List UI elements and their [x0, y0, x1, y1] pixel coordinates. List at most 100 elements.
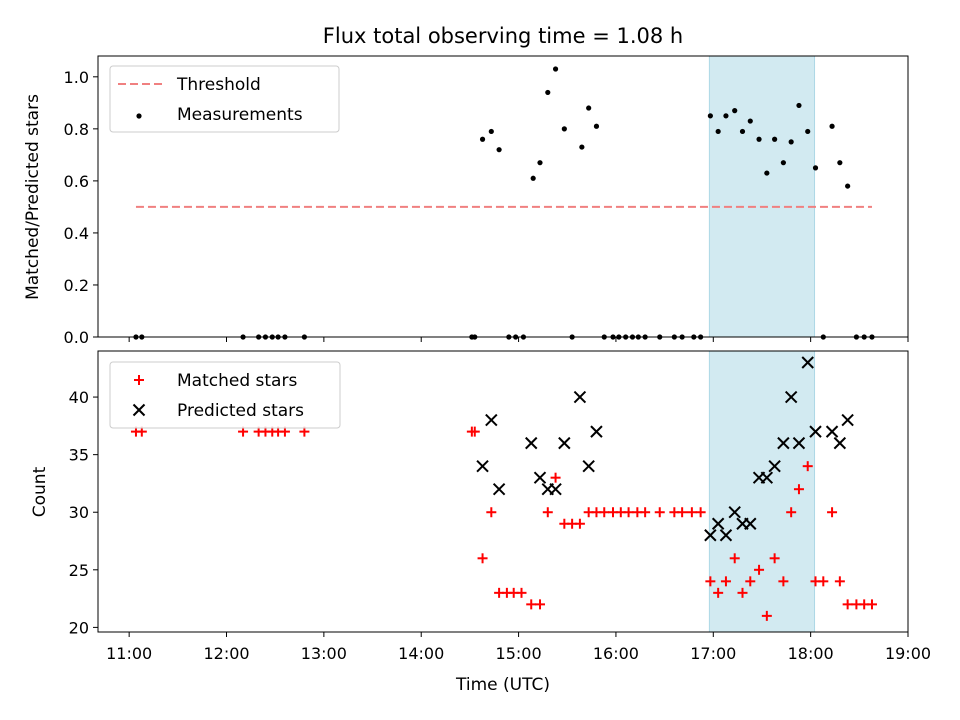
legend-measurements-label: Measurements: [177, 105, 303, 125]
x-tick-label: 19:00: [885, 644, 931, 663]
measurement-point: [739, 128, 746, 135]
matched-star-point: [834, 576, 845, 587]
predicted-star-point: [582, 459, 595, 473]
predicted-star-point: [841, 413, 854, 427]
matched-star-point: [477, 553, 488, 564]
bottom-legend: Matched stars Predicted stars: [109, 361, 341, 429]
chart-title: Flux total observing time = 1.08 h: [323, 24, 683, 48]
measurement-point: [586, 105, 592, 111]
measurement-point: [496, 147, 502, 153]
matched-star-point: [534, 599, 545, 610]
legend-threshold-label: Threshold: [176, 75, 261, 95]
measurement-point: [479, 136, 486, 142]
measurement-point: [723, 113, 729, 119]
measurement-point: [707, 113, 713, 119]
matched-star-point: [818, 576, 829, 587]
matched-star-point: [640, 507, 651, 518]
measurement-point: [788, 139, 794, 145]
top-y-axis-label: Matched/Predicted stars: [23, 94, 43, 300]
measurement-point: [780, 160, 786, 166]
legend-matched-swatch: [134, 375, 144, 385]
matched-star-point: [720, 576, 731, 587]
predicted-star-point: [573, 390, 587, 404]
predicted-star-point: [833, 436, 847, 450]
matched-star-point: [793, 484, 804, 495]
matched-star-point: [769, 553, 780, 564]
top-y-tick-label: 0.4: [64, 224, 89, 243]
predicted-star-point: [711, 517, 725, 530]
measurement-point: [756, 136, 762, 142]
measurement-point: [764, 170, 770, 176]
measurement-point: [829, 123, 835, 129]
predicted-star-point: [760, 471, 774, 484]
top-y-tick-label: 1.0: [64, 68, 89, 87]
measurement-point: [561, 126, 567, 132]
matched-star-point: [677, 507, 688, 518]
bottom-plot-frame: [97, 350, 909, 633]
measurement-point: [537, 160, 543, 166]
matched-star-point: [705, 576, 716, 587]
matched-star-point: [866, 599, 877, 610]
predicted-star-point: [525, 436, 538, 450]
bottom-y-tick-label: 30: [69, 503, 89, 522]
measurement-point: [747, 118, 753, 124]
measurement-point: [488, 128, 494, 135]
measurement-point: [837, 160, 843, 166]
predicted-star-point: [485, 413, 498, 427]
top-y-tick-label: 0.8: [64, 120, 89, 139]
predicted-star-point: [590, 425, 603, 438]
x-tick-label: 15:00: [496, 644, 542, 663]
x-tick-label: 16:00: [593, 644, 639, 663]
predicted-star-point: [719, 529, 733, 542]
legend-predicted-label: Predicted stars: [177, 401, 304, 421]
predicted-star-point: [777, 436, 790, 450]
measurement-point: [812, 165, 819, 171]
predicted-star-point: [476, 459, 489, 473]
measurement-point: [805, 128, 811, 135]
predicted-star-point: [728, 506, 741, 519]
measurement-point: [772, 136, 778, 142]
matched-star-point: [686, 507, 697, 518]
legend-predicted-marker: [132, 403, 146, 417]
matched-star-point: [469, 426, 480, 437]
matched-star-point: [654, 507, 665, 518]
bottom-y-tick-label: 35: [69, 446, 89, 465]
predicted-star-point: [768, 459, 781, 473]
matched-star-point: [623, 507, 634, 518]
predicted-star-point: [558, 436, 571, 450]
matched-star-point: [842, 599, 853, 610]
predicted-star-point: [801, 356, 814, 369]
measurement-point: [545, 89, 551, 96]
top-highlight-band: [708, 55, 816, 338]
predicted-star-point: [704, 529, 717, 542]
measurement-point: [552, 66, 559, 72]
predicted-star-point: [549, 482, 562, 496]
predicted-star-point: [744, 517, 757, 530]
predicted-star-point: [825, 425, 839, 438]
top-y-tick-label: 0.6: [64, 172, 89, 191]
matched-star-point: [737, 587, 748, 598]
legend-measurements-swatch: [136, 113, 142, 119]
flux-ratio-panel: 0.0 0.2 0.4 0.6 0.8 1.0 Matched/Predicted sta…: [23, 55, 909, 347]
matched-star-point: [542, 507, 553, 518]
legend-matched-label: Matched stars: [177, 371, 297, 391]
matched-star-point: [695, 507, 706, 518]
matched-star-point: [516, 587, 527, 598]
matched-star-point: [599, 507, 610, 518]
measurement-point: [530, 175, 536, 181]
measurement-point: [796, 102, 802, 109]
bottom-y-tick-label: 20: [69, 618, 89, 637]
measurement-point: [732, 108, 738, 114]
matched-star-point: [802, 461, 813, 472]
measurement-point: [579, 144, 585, 150]
bottom-y-tick-label: 25: [69, 561, 89, 580]
legend-predicted-swatch: [132, 403, 146, 417]
matched-star-point: [778, 576, 789, 587]
x-tick-label: 13:00: [301, 644, 347, 663]
top-legend: Threshold Measurements: [109, 65, 340, 133]
matched-star-point: [713, 587, 724, 598]
measurement-point: [715, 128, 721, 135]
x-tick-label: 14:00: [398, 644, 444, 663]
top-y-tick-label: 0.0: [64, 328, 89, 347]
matched-star-point: [761, 610, 772, 621]
